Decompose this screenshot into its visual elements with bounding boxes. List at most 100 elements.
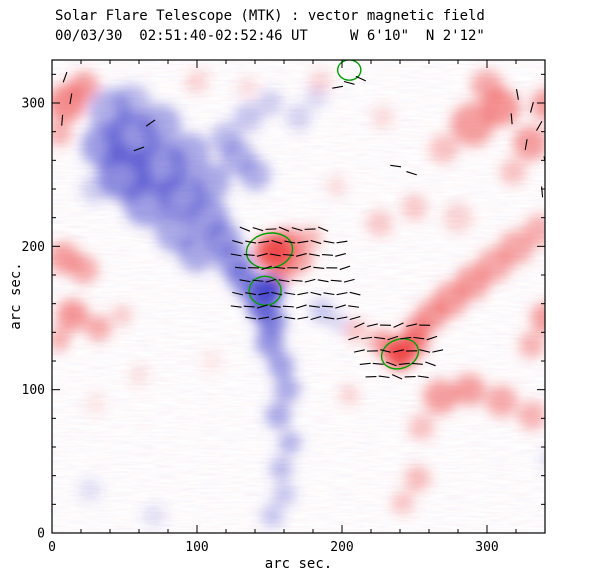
positive-polarity-blob xyxy=(453,373,486,406)
field-vector xyxy=(378,375,390,379)
positive-polarity-blob xyxy=(498,230,534,266)
field-vector xyxy=(230,253,242,257)
positive-polarity-blob xyxy=(401,194,428,221)
positive-polarity-blob xyxy=(366,210,393,237)
field-vector xyxy=(417,375,429,379)
positive-polarity-blob xyxy=(404,465,431,492)
negative-polarity-blob xyxy=(269,456,293,481)
negative-polarity-blob xyxy=(210,122,242,155)
positive-polarity-blob xyxy=(308,69,332,94)
negative-polarity-blob xyxy=(239,158,271,191)
field-vector xyxy=(349,315,361,321)
field-vector xyxy=(336,240,348,244)
field-vector xyxy=(398,362,410,365)
field-vector xyxy=(300,265,312,271)
field-vector xyxy=(252,279,264,282)
field-vector xyxy=(406,171,417,176)
field-vector xyxy=(274,266,286,269)
plot-border xyxy=(51,59,546,534)
positive-polarity-blob xyxy=(344,319,369,343)
field-vector xyxy=(297,316,309,320)
field-vector xyxy=(335,253,346,257)
field-vector xyxy=(354,322,365,328)
positive-polarity-blob xyxy=(201,350,222,372)
field-vector xyxy=(322,253,333,256)
positive-polarity-blob xyxy=(185,69,209,94)
field-contour xyxy=(336,60,362,81)
field-vector xyxy=(343,80,355,85)
field-vector xyxy=(310,315,322,321)
negative-polarity-blob xyxy=(169,132,211,174)
field-vector xyxy=(411,362,423,365)
field-vector xyxy=(304,278,316,283)
negative-polarity-blob xyxy=(78,478,102,502)
field-vector xyxy=(393,349,404,353)
field-vector xyxy=(510,113,513,125)
negative-polarity-blob xyxy=(272,482,296,506)
field-vector xyxy=(284,240,296,244)
field-vector xyxy=(269,305,281,308)
x-tick-label: 0 xyxy=(48,540,56,555)
y-tick-label: 100 xyxy=(22,383,45,398)
field-vector xyxy=(367,323,378,327)
field-vector xyxy=(133,146,145,152)
positive-polarity-blob xyxy=(85,393,106,415)
positive-polarity-blob xyxy=(429,134,458,164)
field-vector xyxy=(348,335,359,341)
positive-polarity-blob xyxy=(111,304,132,326)
field-vector xyxy=(239,279,251,283)
field-vector xyxy=(265,278,277,283)
field-vector xyxy=(332,85,344,89)
chart-subtitle: 00/03/30 02:51:40-02:52:46 UT W 6'10" N … xyxy=(55,28,485,44)
positive-polarity-blob xyxy=(450,102,495,147)
positive-polarity-blob xyxy=(530,302,545,334)
field-vector xyxy=(406,323,418,327)
negative-polarity-blob xyxy=(192,162,231,201)
field-vector xyxy=(515,88,519,100)
field-vector xyxy=(330,279,342,282)
y-axis-label: arc sec. xyxy=(8,262,24,330)
field-vector xyxy=(335,304,346,309)
x-tick-label: 100 xyxy=(185,540,208,555)
field-vector xyxy=(541,186,544,198)
field-vector xyxy=(61,114,64,126)
chart-title: Solar Flare Telescope (MTK) : vector mag… xyxy=(55,8,485,24)
field-vector xyxy=(271,315,283,321)
positive-polarity-blob xyxy=(85,314,112,342)
positive-polarity-blob xyxy=(371,105,395,129)
field-vector xyxy=(278,226,290,232)
field-vector xyxy=(284,316,296,320)
field-vector xyxy=(343,278,355,283)
field-vector xyxy=(426,335,438,341)
field-vector xyxy=(232,240,243,245)
negative-polarity-blob xyxy=(141,504,166,528)
field-vector xyxy=(543,156,545,165)
negative-polarity-blob xyxy=(273,376,300,403)
field-vector xyxy=(355,75,367,82)
field-vector xyxy=(256,253,268,257)
field-vector xyxy=(258,316,270,320)
negative-polarity-blob xyxy=(123,180,170,227)
field-vector xyxy=(232,291,244,296)
field-vector xyxy=(145,119,156,127)
negative-polarity-blob xyxy=(256,89,283,117)
field-vector xyxy=(530,101,534,113)
negative-polarity-blob xyxy=(260,504,284,528)
negative-polarity-blob xyxy=(233,102,263,132)
field-vector xyxy=(297,240,309,244)
field-vector xyxy=(245,316,257,320)
field-vector xyxy=(308,305,320,308)
field-vector xyxy=(243,305,255,308)
field-vector xyxy=(230,305,242,308)
x-axis-label: arc sec. xyxy=(264,556,333,572)
field-vector xyxy=(296,304,307,309)
field-vector xyxy=(235,266,246,269)
field-vector xyxy=(336,292,348,296)
field-vector xyxy=(323,240,335,244)
positive-polarity-blob xyxy=(518,332,545,359)
field-vector xyxy=(239,226,251,232)
positive-polarity-blob xyxy=(339,385,360,406)
positive-polarity-blob xyxy=(237,77,258,98)
